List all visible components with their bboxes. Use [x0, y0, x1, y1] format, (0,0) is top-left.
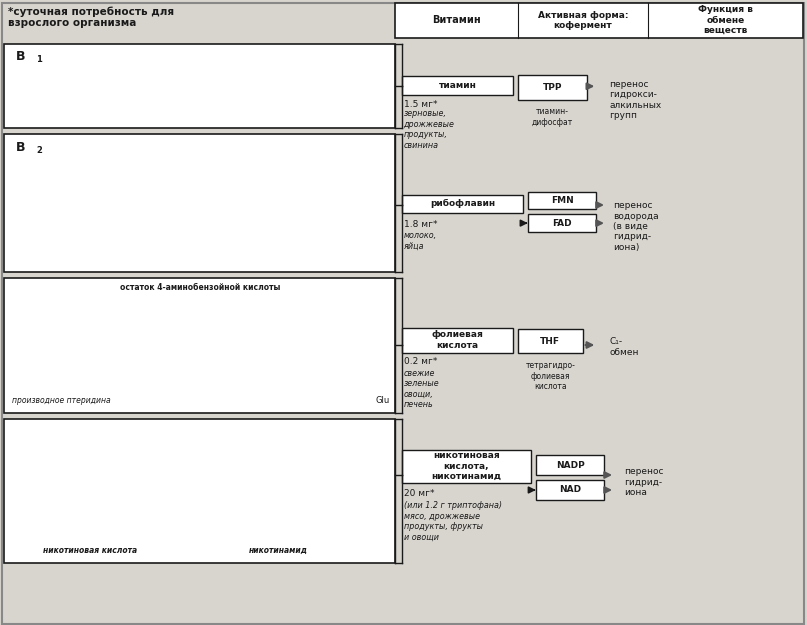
Text: зерновые,
дрожжевые
продукты,
свинина: зерновые, дрожжевые продукты, свинина [404, 109, 454, 149]
Bar [395, 3, 803, 38]
Text: 1.5 мг*: 1.5 мг* [404, 100, 437, 109]
Text: FMN: FMN [550, 196, 574, 205]
Text: FAD: FAD [552, 219, 572, 228]
Bar [402, 450, 531, 482]
Text: 1: 1 [36, 55, 42, 64]
Bar [402, 195, 523, 212]
Text: Витамин: Витамин [433, 15, 481, 25]
Bar [518, 75, 587, 100]
Text: NADP: NADP [556, 461, 584, 469]
Text: никотинамид: никотинамид [249, 546, 307, 555]
Text: ТРР: ТРР [542, 83, 562, 92]
Text: перенос
гидрокси-
алкильных
групп: перенос гидрокси- алкильных групп [609, 80, 662, 120]
Text: никотиновая
кислота,
никотинамид: никотиновая кислота, никотинамид [432, 451, 501, 481]
Text: *суточная потребность для
взрослого организма: *суточная потребность для взрослого орга… [8, 6, 174, 28]
Bar [4, 44, 395, 128]
Text: перенос
гидрид-
иона: перенос гидрид- иона [625, 468, 664, 498]
Text: 20 мг*: 20 мг* [404, 489, 434, 498]
Text: тетрагидро-
фолиевая
кислота: тетрагидро- фолиевая кислота [525, 361, 575, 391]
Text: Glu: Glu [375, 396, 390, 405]
Text: тиамин: тиамин [439, 81, 476, 90]
Text: рибофлавин: рибофлавин [430, 199, 495, 208]
Text: Активная форма:
кофермент: Активная форма: кофермент [537, 11, 628, 30]
Text: B: B [16, 50, 26, 63]
Text: B: B [16, 141, 26, 154]
Bar [4, 278, 395, 412]
Text: свежие
зеленые
овощи,
печень: свежие зеленые овощи, печень [404, 369, 439, 409]
Text: никотиновая кислота: никотиновая кислота [43, 546, 137, 555]
Bar [536, 480, 604, 500]
Text: ТНF: ТНF [541, 337, 560, 346]
Bar [4, 419, 395, 562]
Bar [536, 455, 604, 475]
Text: перенос
водорода
(в виде
гидрид-
иона): перенос водорода (в виде гидрид- иона) [613, 201, 659, 252]
Text: 0.2 мг*: 0.2 мг* [404, 357, 437, 366]
Text: остаток 4-аминобензойной кислоты: остаток 4-аминобензойной кислоты [119, 283, 280, 292]
Text: тиамин-
дифосфат: тиамин- дифосфат [532, 107, 573, 127]
Text: NAD: NAD [559, 486, 581, 494]
Text: молоко,
яйца: молоко, яйца [404, 231, 437, 251]
Bar [528, 192, 596, 209]
Bar [4, 134, 395, 272]
Bar [402, 76, 513, 95]
Text: С₁-
обмен: С₁- обмен [609, 338, 639, 357]
Text: 2: 2 [36, 146, 42, 154]
Text: производное птеридина: производное птеридина [12, 396, 111, 405]
Bar [402, 328, 513, 352]
Text: 1.8 мг*: 1.8 мг* [404, 220, 437, 229]
Text: Функция в
обмене
веществ: Функция в обмене веществ [698, 6, 753, 35]
Bar [528, 214, 596, 232]
Text: фолиевая
кислота: фолиевая кислота [432, 330, 483, 350]
Text: (или 1.2 г триптофана)
мясо, дрожжевые
продукты, фрукты
и овощи: (или 1.2 г триптофана) мясо, дрожжевые п… [404, 501, 501, 541]
Bar [518, 329, 583, 353]
